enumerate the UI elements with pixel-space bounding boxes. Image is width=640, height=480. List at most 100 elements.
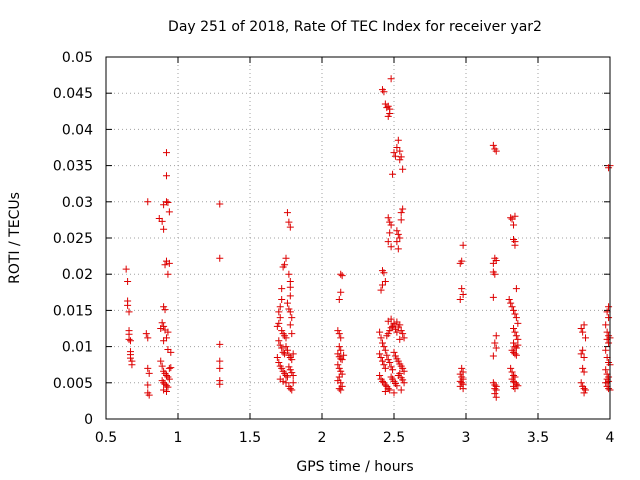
data-point	[381, 381, 389, 389]
data-point	[384, 112, 392, 120]
data-point	[164, 199, 172, 207]
data-point	[511, 310, 519, 318]
data-point	[514, 341, 522, 349]
data-point	[276, 341, 284, 349]
data-point	[399, 205, 407, 213]
data-point	[337, 334, 345, 342]
data-point	[602, 321, 610, 329]
data-point	[383, 351, 391, 359]
data-point	[377, 353, 385, 361]
data-point	[282, 254, 290, 262]
data-point	[396, 369, 404, 377]
data-point	[162, 198, 170, 206]
data-point	[216, 380, 224, 388]
data-point	[144, 364, 152, 372]
data-point	[511, 350, 519, 358]
data-point	[394, 357, 402, 365]
data-point	[514, 319, 522, 327]
data-point	[605, 377, 613, 385]
data-point	[387, 324, 395, 332]
data-point	[289, 379, 297, 387]
data-point	[334, 350, 342, 358]
data-point	[512, 344, 520, 352]
data-point	[456, 370, 464, 378]
data-point	[377, 286, 385, 294]
data-point	[387, 75, 395, 83]
data-point	[390, 149, 398, 157]
data-point	[335, 330, 343, 338]
data-point	[511, 212, 519, 220]
data-point	[602, 346, 610, 354]
data-point	[125, 335, 133, 343]
y-tick-label: 0	[84, 412, 93, 428]
data-point	[282, 379, 290, 387]
data-point	[282, 343, 290, 351]
data-point	[397, 216, 405, 224]
data-point	[162, 372, 170, 380]
data-point	[396, 156, 404, 164]
data-point	[511, 385, 519, 393]
data-point	[286, 366, 294, 374]
data-point	[279, 377, 287, 385]
data-point	[456, 259, 464, 267]
data-point	[603, 308, 611, 316]
chart-title: Day 251 of 2018, Rate Of TEC Index for r…	[168, 19, 542, 35]
data-point	[285, 305, 293, 313]
data-point	[508, 303, 516, 311]
y-tick-label: 0.035	[53, 159, 93, 175]
data-point	[334, 361, 342, 369]
data-point	[378, 281, 386, 289]
data-point	[337, 346, 345, 354]
data-point	[492, 393, 500, 401]
data-point	[577, 350, 585, 358]
data-point	[512, 314, 520, 322]
data-point	[384, 385, 392, 393]
data-point	[458, 285, 466, 293]
data-point	[124, 301, 132, 309]
data-point	[340, 351, 348, 359]
data-point	[275, 319, 283, 327]
data-point	[167, 348, 175, 356]
data-point	[376, 372, 384, 380]
data-point	[505, 296, 513, 304]
data-point	[387, 243, 395, 251]
data-point	[286, 308, 294, 316]
data-point	[489, 141, 497, 149]
data-point	[164, 270, 172, 278]
data-point	[580, 389, 588, 397]
y-tick-label: 0.015	[53, 303, 93, 319]
data-point	[337, 379, 345, 387]
data-point	[158, 217, 166, 225]
x-tick-label: 0.5	[95, 430, 117, 446]
data-point	[384, 102, 392, 110]
data-point	[393, 238, 401, 246]
data-point	[278, 364, 286, 372]
data-point	[164, 328, 172, 336]
tick-labels: 0.5 1 1.5 2 2.5 3 3.5 4 0 0.005 0.01 0.015 0.02 0.025…	[53, 50, 615, 446]
data-points	[122, 75, 614, 401]
data-point	[396, 147, 404, 155]
data-point	[510, 348, 518, 356]
data-point	[389, 322, 397, 330]
data-point	[390, 389, 398, 397]
grid	[106, 57, 610, 419]
data-point	[507, 299, 515, 307]
data-point	[126, 354, 134, 362]
data-point	[393, 328, 401, 336]
data-point	[164, 345, 172, 353]
data-point	[128, 361, 136, 369]
y-axis-label: ROTI / TECUs	[7, 192, 23, 284]
data-point	[283, 373, 291, 381]
data-point	[491, 390, 499, 398]
data-point	[335, 385, 343, 393]
data-point	[384, 214, 392, 222]
data-point	[216, 340, 224, 348]
data-point	[582, 386, 590, 394]
data-point	[161, 261, 169, 269]
data-point	[393, 382, 401, 390]
data-point	[397, 386, 405, 394]
data-point	[458, 364, 466, 372]
data-point	[288, 369, 296, 377]
data-point	[376, 328, 384, 336]
data-point	[507, 364, 515, 372]
